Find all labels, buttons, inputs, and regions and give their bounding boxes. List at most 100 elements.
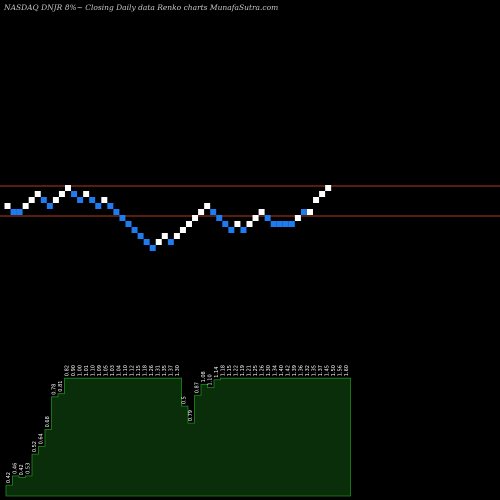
renko-brick-up <box>234 221 241 227</box>
renko-brick-up <box>258 209 265 215</box>
renko-brick-up <box>4 203 11 209</box>
volume-label: 0.53 <box>26 463 32 474</box>
volume-label: 1.15 <box>136 365 142 376</box>
renko-brick-up <box>307 209 313 215</box>
volume-label: 1.30 <box>175 365 181 376</box>
volume-label: 0.81 <box>58 381 64 392</box>
volume-label: 1.35 <box>312 365 318 376</box>
volume-label: 1.12 <box>130 365 136 376</box>
renko-brick-up <box>22 203 29 209</box>
volume-label: 1.25 <box>253 365 259 376</box>
renko-brick-down <box>40 197 47 203</box>
renko-brick-up <box>52 197 59 203</box>
volume-label: 1.26 <box>260 365 266 376</box>
renko-brick-up <box>58 191 65 197</box>
renko-brick-down <box>131 227 138 233</box>
renko-brick-up <box>252 215 259 221</box>
volume-label: 0.42 <box>19 464 25 475</box>
volume-label: 1.10 <box>208 374 214 385</box>
volume-label: 1.09 <box>97 365 103 376</box>
renko-brick-up <box>155 239 162 245</box>
renko-brick-down <box>77 197 84 203</box>
renko-brick-down <box>276 221 283 227</box>
renko-brick-down <box>107 203 114 209</box>
renko-brick-up <box>319 191 326 197</box>
volume-label: 1.50 <box>331 365 337 376</box>
volume-label: 1.22 <box>234 365 240 376</box>
chart-title: NASDAQ DNJR 8%~ Closing Daily data Renko… <box>4 3 279 12</box>
volume-label: 1.15 <box>227 365 233 376</box>
renko-brick-up <box>161 233 168 239</box>
volume-label: 1.32 <box>305 365 311 376</box>
volume-label: 1.39 <box>292 365 298 376</box>
volume-label: 0.46 <box>13 463 19 474</box>
renko-brick-down <box>113 209 120 215</box>
volume-label: 1.05 <box>104 365 110 376</box>
volume-label: 1.36 <box>299 365 305 376</box>
renko-brick-up <box>65 185 71 191</box>
volume-label: 1.56 <box>338 365 344 376</box>
renko-bricks <box>4 185 332 251</box>
volume-label: 1.04 <box>117 365 123 376</box>
volume-label: 1.37 <box>318 365 324 376</box>
renko-brick-up <box>198 209 205 215</box>
renko-brick-up <box>313 197 320 203</box>
volume-label: 1.10 <box>91 365 97 376</box>
renko-brick-up <box>179 227 186 233</box>
renko-brick-down <box>46 203 53 209</box>
volume-label: 1.26 <box>149 365 155 376</box>
renko-brick-down <box>10 209 17 215</box>
renko-brick-down <box>282 221 289 227</box>
renko-brick-down <box>288 221 295 227</box>
renko-brick-down <box>240 227 247 233</box>
volume-label: 1.10 <box>123 365 129 376</box>
renko-brick-down <box>149 245 156 251</box>
volume-label: 1.18 <box>221 365 227 376</box>
volume-label: 0.68 <box>45 416 51 427</box>
renko-brick-up <box>83 191 90 197</box>
volume-label: 0.82 <box>65 365 71 376</box>
volume-label: 0.64 <box>39 433 45 444</box>
volume-label: 1.01 <box>84 365 90 376</box>
renko-brick-down <box>143 239 150 245</box>
renko-brick-down <box>270 221 277 227</box>
renko-brick-down <box>216 215 223 221</box>
volume-area <box>5 377 351 497</box>
volume-label: 1.40 <box>279 365 285 376</box>
renko-brick-down <box>125 221 132 227</box>
volume-label: 0.79 <box>188 410 194 421</box>
volume-label: 1.21 <box>247 365 253 376</box>
volume-label: 0.78 <box>52 384 58 395</box>
volume-labels: 0.420.46 0.42 0.530.520.640.680.78 0.810.82… <box>6 365 350 483</box>
renko-brick-up <box>325 185 332 191</box>
volume-label: 0.52 <box>32 441 38 452</box>
volume-label: 1.19 <box>240 365 246 376</box>
volume-label: 1.18 <box>143 365 149 376</box>
volume-label: 1.45 <box>325 365 331 376</box>
renko-brick-up <box>28 197 35 203</box>
renko-brick-up <box>173 233 180 239</box>
renko-brick-down <box>264 215 271 221</box>
volume-label: 1.60 <box>344 365 350 376</box>
volume-label: 1.08 <box>201 371 207 382</box>
renko-brick-down <box>222 221 229 227</box>
renko-brick-down <box>71 191 78 197</box>
renko-brick-down <box>228 227 235 233</box>
volume-label: 0.90 <box>71 365 77 376</box>
renko-brick-up <box>192 215 199 221</box>
renko-brick-up <box>34 191 41 197</box>
renko-brick-up <box>186 221 192 227</box>
volume-panel <box>5 377 351 497</box>
volume-label: 1.37 <box>169 365 175 376</box>
reference-lines <box>0 185 500 217</box>
volume-label: 1.35 <box>162 365 168 376</box>
volume-label: 1.42 <box>286 365 292 376</box>
volume-label: 0.87 <box>195 382 201 393</box>
renko-brick-down <box>300 209 307 215</box>
volume-label: 1.30 <box>266 365 272 376</box>
volume-label: 0.42 <box>6 472 12 483</box>
renko-brick-down <box>95 203 102 209</box>
renko-brick-down <box>89 197 96 203</box>
